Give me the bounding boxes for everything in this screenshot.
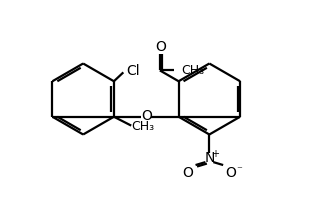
- Text: ⁻: ⁻: [236, 165, 242, 175]
- Text: +: +: [211, 149, 219, 159]
- Text: O: O: [226, 166, 236, 180]
- Text: N: N: [204, 151, 215, 165]
- Text: CH₃: CH₃: [181, 64, 205, 77]
- Text: O: O: [155, 40, 166, 54]
- Text: Cl: Cl: [126, 64, 140, 78]
- Text: O: O: [141, 109, 152, 123]
- Text: CH₃: CH₃: [131, 120, 154, 133]
- Text: O: O: [182, 166, 193, 180]
